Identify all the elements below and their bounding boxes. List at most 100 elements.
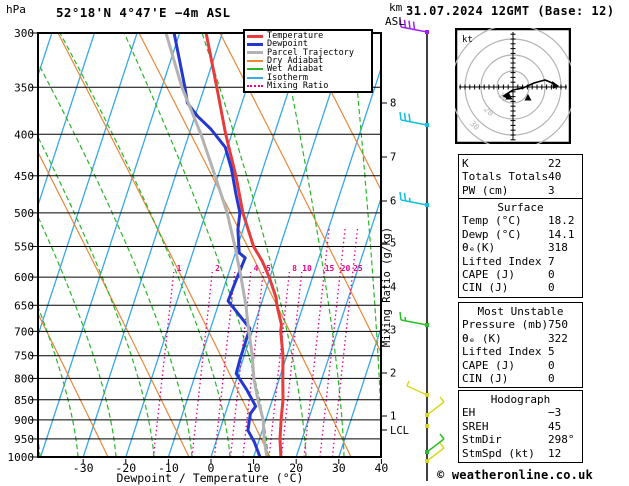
km-tick-label: 1 [390, 411, 396, 423]
wind-barb-feather [399, 311, 402, 321]
profile-parcel-trajectory [164, 33, 269, 457]
isotherm-line [252, 66, 381, 457]
station-title: 52°18'N 4°47'E −4m ASL [56, 5, 231, 20]
wind-barb-half-feather [439, 442, 445, 449]
row-value: 3 [548, 183, 555, 197]
wind-barb-half-feather [406, 380, 410, 387]
row-label: EH [462, 406, 476, 420]
profile-dewpoint [172, 33, 262, 457]
pressure-tick-label: 950 [14, 433, 34, 446]
legend-item-label: Dewpoint [267, 39, 308, 50]
axis-labels: 3003504004505005506006507007508008509009… [8, 27, 409, 475]
km-tick-label: 2 [390, 368, 396, 380]
table-row: Dewp (°C) 14.1 [459, 228, 582, 241]
pressure-tick-label: 700 [14, 325, 34, 338]
row-value: 0 [548, 372, 555, 386]
isotherm-line [39, 33, 181, 457]
x-axis-title: Dewpoint / Temperature (°C) [117, 471, 304, 485]
table-row: θₑ(K) 318 [459, 241, 582, 254]
hodograph-storm-marker [524, 94, 532, 101]
legend-item: Temperature [247, 32, 371, 40]
km-tick-label: 6 [390, 196, 396, 208]
mixing-ratio-value-label: 20 [341, 264, 351, 273]
row-label: CAPE (J) [462, 358, 515, 372]
wet-adiabat-line [38, 61, 193, 457]
legend-line-sample-icon [247, 84, 263, 87]
mixing-ratio-line [319, 227, 346, 457]
row-value: 0 [548, 358, 555, 372]
isotherm-line [0, 33, 9, 457]
row-label: SREH [462, 419, 489, 433]
legend-item-label: Dry Adiabat [267, 55, 324, 66]
table-row: θₑ (K) 322 [459, 332, 582, 345]
legend-item: Dry Adiabat [247, 57, 371, 65]
table-row: CIN (J) 0 [459, 281, 582, 294]
dry-adiabat-line [219, 33, 381, 354]
row-label: StmDir [462, 433, 502, 447]
dry-adiabat-line [57, 33, 271, 457]
table-row: Totals Totals 40 [459, 170, 582, 183]
hodograph-wind-trace [504, 79, 557, 96]
wind-barb-feather [403, 19, 407, 28]
mixing-ratio-line [242, 271, 264, 457]
table-row: SREH 45 [459, 420, 582, 433]
row-label: CIN (J) [462, 372, 509, 386]
dry-adiabat-line [38, 150, 190, 457]
row-label: Totals Totals [462, 170, 549, 184]
row-value: 750 [548, 318, 568, 332]
table-row: CAPE (J) 0 [459, 268, 582, 281]
table-row: K 22 [459, 157, 582, 170]
temperature-tick-label: -10 [158, 461, 179, 475]
row-value: 318 [548, 241, 568, 255]
legend-item-label: Mixing Ratio [267, 80, 329, 91]
legend-item: Mixing Ratio [247, 82, 371, 90]
wind-barb-feather [408, 113, 411, 122]
pressure-tick-label: 850 [14, 394, 34, 407]
km-tick-label: 3 [390, 325, 396, 337]
wet-adiabat-line [279, 33, 345, 457]
table-section-title: Surface [497, 201, 544, 214]
mixing-ratio-value-label: 10 [302, 264, 312, 273]
mixing-ratio-line [280, 271, 303, 457]
row-label: PW (cm) [462, 183, 509, 197]
wet-adiabat-line [123, 33, 269, 457]
row-value: 0 [548, 281, 555, 295]
temperature-tick-label: 10 [247, 461, 261, 475]
chart-border [37, 32, 382, 458]
legend-item-label: Parcel Trajectory [267, 47, 354, 58]
wind-barb-column [399, 18, 445, 481]
mixing-ratio-value-label: 2 [215, 264, 220, 273]
wet-adiabat-line [38, 215, 117, 457]
mixing-ratio-value-label: 15 [325, 264, 335, 273]
run-datetime: 31.07.2024 12GMT (Base: 12) [406, 4, 615, 18]
table-row: StmSpd (kt) 12 [459, 447, 582, 460]
isotherm-line [295, 196, 381, 457]
row-label: θₑ (K) [462, 331, 502, 345]
row-label: Dewp (°C) [462, 227, 522, 241]
row-value: 12 [548, 446, 562, 460]
isotherm-line [210, 33, 351, 457]
legend-item: Parcel Trajectory [247, 47, 371, 58]
wind-barb-half-feather [439, 433, 445, 440]
table-section-title: Hodograph [490, 393, 551, 406]
row-value: 18.2 [548, 214, 575, 228]
mixing-ratio-value-label: 4 [254, 264, 259, 273]
table-section-title: Most Unstable [477, 305, 564, 318]
row-label: Lifted Index [462, 254, 542, 268]
profile-curves [164, 33, 285, 457]
row-label: Temp (°C) [462, 214, 522, 228]
km-tick-label: 7 [390, 152, 396, 164]
temperature-tick-label: 40 [374, 461, 388, 475]
pressure-tick-label: 800 [14, 372, 34, 385]
wind-barb-pole [426, 447, 445, 462]
mixing-ratio-line [268, 271, 291, 457]
row-value: 5 [548, 345, 555, 359]
indices-table-hodograph: Hodograph EH −3 SREH 45 StmDir 298° StmSpd (kt)… [458, 390, 583, 464]
legend-item-label: Temperature [267, 31, 324, 41]
background-grid: 1 2 3 4 5 8 10 15 20 25 [0, 33, 381, 457]
legend-box: Temperature Dewpoint Parcel Trajectory Dry … [243, 29, 373, 93]
table-row: Temp (°C) 18.2 [459, 214, 582, 227]
mixing-ratio-axis-title: Mixing Ratio (g/kg) [381, 227, 393, 347]
